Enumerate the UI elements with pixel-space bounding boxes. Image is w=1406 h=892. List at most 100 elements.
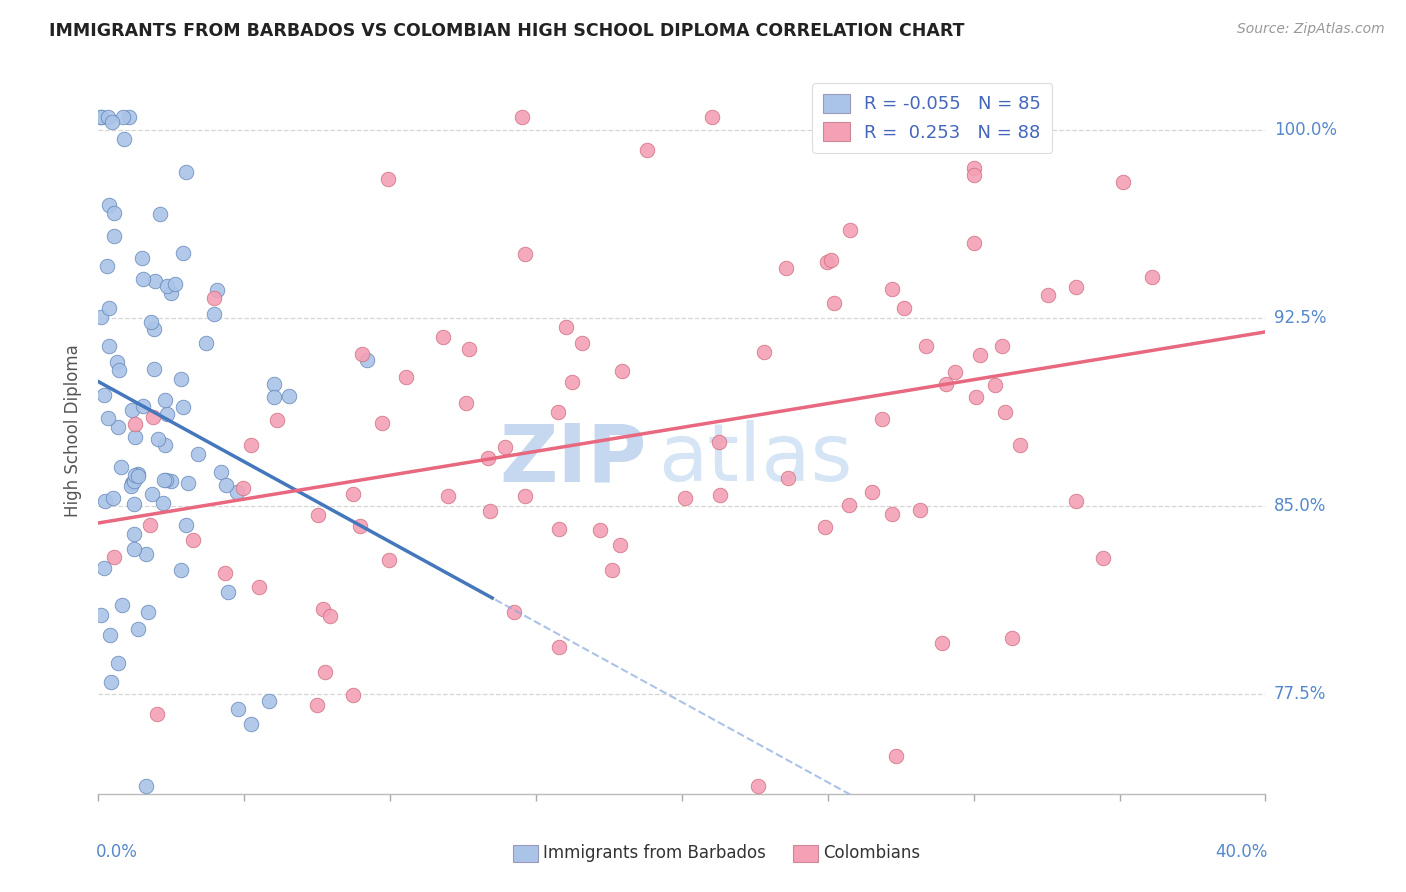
Point [103, 549, 125, 564]
Point [884, 748, 907, 763]
Point [131, 272, 153, 286]
Text: ZIP: ZIP [499, 420, 647, 499]
Point [349, 519, 371, 533]
Point [356, 352, 378, 367]
Point [122, 496, 145, 510]
Point [124, 541, 146, 556]
Point [195, 336, 218, 351]
Point [94, 494, 117, 508]
Point [432, 330, 454, 344]
Point [312, 601, 335, 615]
Point [98, 198, 121, 212]
Point [153, 473, 176, 487]
Point [457, 342, 479, 356]
Point [820, 253, 842, 268]
Point [136, 606, 159, 620]
Point [111, 598, 134, 612]
Point [277, 389, 299, 403]
Point [118, 110, 141, 124]
Point [395, 370, 418, 384]
Point [148, 207, 170, 221]
Point [177, 475, 200, 490]
Point [112, 132, 135, 146]
Point [159, 285, 181, 300]
Point [110, 459, 132, 474]
Point [314, 665, 336, 679]
Point [478, 504, 501, 518]
Text: 40.0%: 40.0% [1215, 843, 1268, 862]
Point [247, 580, 270, 594]
Point [513, 489, 536, 503]
Point [93, 388, 115, 402]
Point [98, 339, 121, 353]
Point [342, 688, 364, 702]
Point [105, 354, 128, 368]
Point [127, 469, 149, 483]
Point [935, 376, 957, 391]
Point [510, 110, 533, 124]
Point [135, 547, 157, 561]
Point [709, 434, 731, 449]
Point [146, 432, 169, 446]
Point [181, 533, 204, 547]
Point [870, 412, 893, 426]
Point [143, 321, 166, 335]
Point [814, 520, 837, 534]
Point [143, 362, 166, 376]
Point [502, 605, 524, 619]
Point [100, 674, 122, 689]
Point [141, 487, 163, 501]
Point [307, 698, 329, 712]
Point [494, 441, 516, 455]
Point [1066, 494, 1088, 508]
Point [609, 539, 631, 553]
Point [554, 320, 576, 334]
Point [477, 450, 499, 465]
Text: 0.0%: 0.0% [96, 843, 138, 862]
Point [202, 291, 225, 305]
Point [1112, 176, 1135, 190]
Point [709, 488, 731, 502]
Point [377, 172, 399, 186]
Point [127, 622, 149, 636]
Point [155, 393, 177, 408]
Point [209, 465, 232, 479]
Point [107, 656, 129, 670]
Point [169, 563, 191, 577]
Point [202, 307, 225, 321]
Point [893, 301, 915, 315]
Point [860, 485, 883, 500]
Point [823, 296, 845, 310]
Point [1001, 631, 1024, 645]
Point [994, 405, 1017, 419]
Point [962, 236, 984, 251]
Point [132, 399, 155, 413]
Point [97, 411, 120, 425]
Point [776, 471, 799, 485]
Text: Colombians: Colombians [823, 845, 921, 863]
Point [231, 481, 253, 495]
Point [880, 507, 903, 521]
Point [1092, 551, 1115, 566]
Point [880, 282, 903, 296]
Text: IMMIGRANTS FROM BARBADOS VS COLOMBIAN HIGH SCHOOL DIPLOMA CORRELATION CHART: IMMIGRANTS FROM BARBADOS VS COLOMBIAN HI… [49, 22, 965, 40]
Point [124, 468, 146, 483]
Point [969, 348, 991, 362]
Point [101, 114, 124, 128]
Point [600, 563, 623, 577]
Point [266, 412, 288, 426]
Y-axis label: High School Diploma: High School Diploma [65, 344, 83, 516]
Text: 85.0%: 85.0% [1274, 497, 1326, 515]
Point [548, 522, 571, 536]
Point [160, 475, 183, 489]
Point [172, 401, 194, 415]
Point [612, 364, 634, 378]
Point [754, 344, 776, 359]
Point [350, 346, 373, 360]
Point [931, 635, 953, 649]
Point [124, 474, 146, 488]
Point [108, 363, 131, 377]
Point [127, 467, 149, 481]
Point [103, 206, 125, 220]
Point [90, 310, 112, 324]
